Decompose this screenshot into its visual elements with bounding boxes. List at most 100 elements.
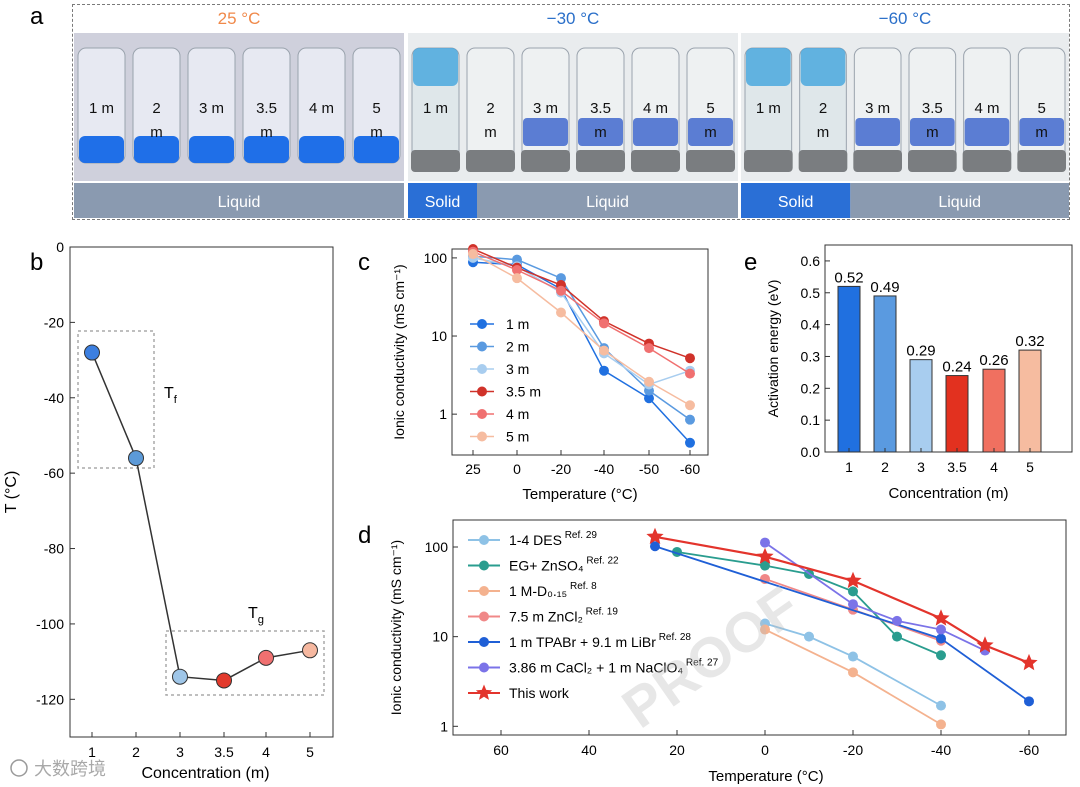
data-point	[760, 560, 770, 571]
series-line	[472, 255, 691, 421]
data-point	[892, 615, 902, 626]
sample-label: 3.5	[256, 100, 277, 117]
legend-label: 3 m	[506, 361, 529, 377]
state-bar-solid	[408, 183, 477, 218]
temperature-label: −30 °C	[547, 9, 600, 28]
panel-letter-d: d	[358, 522, 371, 549]
vial-liquid	[134, 136, 179, 163]
data-point	[644, 376, 654, 387]
data-point	[650, 541, 660, 552]
x-tick-label: -40	[931, 742, 951, 758]
panel-d-comparison-chart: d 100 10 1 60 40 20 0 -20 -40 -60 Temperature (°C) I…	[358, 519, 1067, 785]
data-point	[892, 631, 902, 642]
data-point	[848, 667, 858, 678]
series-line	[472, 253, 691, 406]
y-tick-label: 0.1	[801, 412, 821, 428]
data-point-star	[1020, 653, 1038, 671]
data-point	[468, 249, 478, 260]
y-axis-label: Activation energy (eV)	[765, 280, 781, 418]
bar	[982, 368, 1006, 453]
data-point	[599, 318, 609, 329]
data-line	[91, 352, 311, 682]
panel-e-activation-energy-chart: e 0.0 0.1 0.2 0.3 0.4 0.5 0.6 0.52 1 0.49 2 0.29 3 0.2…	[744, 244, 1073, 502]
data-point	[936, 700, 946, 711]
sample-label: 4 m	[309, 100, 334, 117]
vial-cap	[576, 150, 625, 172]
x-tick-label: 1	[845, 459, 853, 475]
y-tick-label: 100	[425, 539, 449, 555]
annotation-tg: Tg	[248, 605, 264, 626]
photo-background	[408, 33, 738, 181]
x-tick-label: 5	[1026, 459, 1034, 475]
y-tick-label: 0.2	[801, 380, 821, 396]
y-tick-label: 0.0	[801, 444, 821, 460]
legend-label: This work	[509, 685, 570, 701]
data-point-star	[756, 547, 774, 564]
legend-label: 3.86 m CaCl₂ + 1 m NaClO₄ Ref. 27	[509, 658, 719, 676]
sample-label: 5	[1037, 100, 1045, 117]
sample-label: 2	[152, 100, 160, 117]
vial-cap	[744, 150, 793, 172]
axes-frame	[452, 519, 1067, 736]
series-line	[676, 551, 942, 657]
data-point	[84, 344, 100, 361]
sample-label: m	[260, 124, 273, 141]
vial-liquid	[910, 118, 955, 146]
proof-watermark: PROOF	[611, 574, 810, 740]
state-label: Solid	[778, 194, 814, 211]
legend-label: 7.5 m ZnCl₂ Ref. 19	[509, 607, 618, 625]
freezing-group-box	[77, 330, 155, 469]
state-label: Liquid	[586, 194, 629, 211]
glass-transition-group-box	[165, 630, 325, 696]
series-line	[654, 535, 1030, 664]
vial-cap	[631, 150, 680, 172]
photo-background	[74, 33, 404, 181]
data-point	[512, 265, 522, 276]
bar-value-label: 0.49	[870, 279, 899, 296]
x-tick-label: -60	[680, 461, 700, 477]
sample-label: 3 m	[865, 100, 890, 117]
legend-marker	[479, 662, 489, 673]
legend-marker	[477, 319, 487, 329]
vial-liquid	[633, 118, 678, 146]
panel-a-frame	[72, 4, 1070, 220]
bar	[1018, 349, 1042, 453]
x-tick-label: -60	[1019, 742, 1039, 758]
data-point	[936, 633, 946, 644]
legend-marker	[477, 341, 487, 352]
data-point	[936, 719, 946, 730]
sample-label: m	[150, 124, 163, 141]
y-tick-label: 0.4	[801, 317, 821, 333]
legend-marker	[479, 611, 489, 622]
data-point	[685, 414, 695, 425]
watermark-layer: PROOF 大数跨境	[10, 574, 810, 779]
data-point	[128, 450, 144, 467]
x-tick-label: 40	[581, 742, 597, 758]
x-tick-label: 20	[669, 742, 685, 758]
series-line	[764, 622, 942, 707]
data-point	[685, 400, 695, 411]
sample-label: m	[1035, 124, 1048, 141]
panel-letter-a: a	[30, 3, 44, 30]
x-tick-label: 25	[465, 461, 481, 477]
y-tick-label: 1	[440, 718, 448, 734]
vial-cap	[411, 150, 460, 172]
x-tick-label: 3.5	[947, 459, 967, 475]
legend-marker	[479, 586, 489, 596]
data-point	[302, 642, 318, 659]
x-tick-label: -40	[594, 461, 614, 477]
vial-cap	[686, 150, 735, 172]
panel-letter-b: b	[30, 249, 43, 276]
panel-letter-e: e	[744, 249, 757, 276]
data-point	[760, 537, 770, 548]
x-axis-label: Temperature (°C)	[522, 486, 637, 503]
vial-liquid	[688, 118, 733, 146]
sample-label: 5	[372, 100, 380, 117]
watermark-logo-icon	[10, 759, 28, 777]
data-point	[258, 649, 274, 666]
data-point-star	[976, 636, 994, 653]
x-tick-label: 2	[132, 744, 140, 760]
vial-liquid	[964, 118, 1010, 146]
y-axis-label: Ionic conductivity (mS cm⁻¹)	[391, 264, 407, 439]
